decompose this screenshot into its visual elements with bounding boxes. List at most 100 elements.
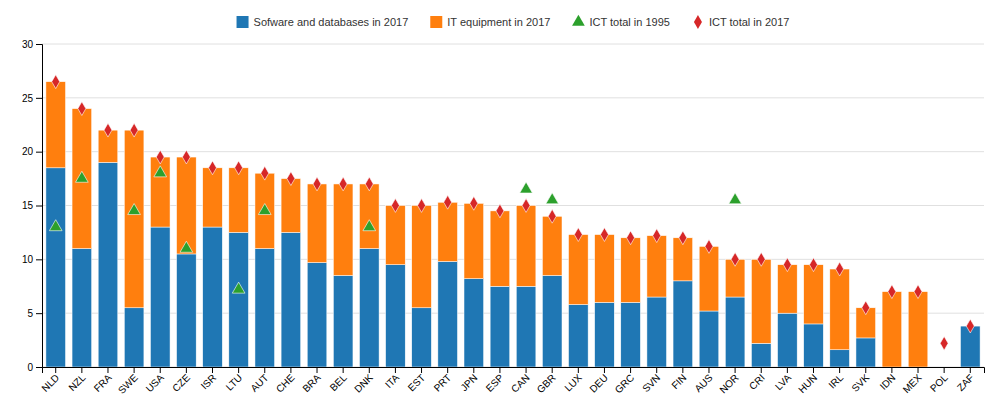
bar <box>647 236 667 297</box>
x-tick: SVK <box>849 367 871 394</box>
x-tick: BRA <box>300 367 323 394</box>
marker <box>731 252 739 266</box>
x-tick-mark <box>395 367 396 373</box>
bar <box>229 168 249 233</box>
y-tick: 30 <box>22 39 42 50</box>
x-tick-mark <box>238 367 239 373</box>
marker <box>104 123 112 137</box>
bar <box>699 246 719 311</box>
x-tick: SVN <box>640 367 662 394</box>
x-tick-mark <box>735 367 736 373</box>
x-tick: GRC <box>613 367 637 395</box>
x-tick: HUN <box>796 367 819 395</box>
x-tick-label: ITA <box>383 372 401 390</box>
legend: Sofware and databases in 2017IT equipmen… <box>237 15 790 29</box>
bar <box>464 279 484 367</box>
bar <box>386 265 406 367</box>
marker <box>444 195 452 209</box>
x-tick: LVA <box>773 367 793 392</box>
y-tick-mark <box>36 259 42 260</box>
grid-line <box>42 97 984 98</box>
x-tick-label: LVA <box>773 372 793 392</box>
x-tick-mark <box>578 367 579 373</box>
legend-swatch <box>572 15 585 26</box>
bar <box>856 338 876 367</box>
legend-label: ICT total in 2017 <box>709 16 790 28</box>
x-tick-mark <box>865 367 866 373</box>
marker <box>627 231 635 245</box>
marker <box>52 75 60 89</box>
bar <box>307 263 327 367</box>
y-tick: 25 <box>22 93 42 104</box>
x-tick-label: GRC <box>613 372 637 396</box>
x-tick-label: GBR <box>535 372 558 395</box>
y-tick-label: 20 <box>22 146 34 157</box>
marker <box>258 204 271 215</box>
y-tick-mark <box>36 98 42 99</box>
x-tick: EST <box>406 367 428 393</box>
grid-line <box>42 44 984 45</box>
legend-item: ICT total in 1995 <box>572 15 670 28</box>
marker <box>810 258 818 272</box>
x-tick-label: ESP <box>484 372 506 394</box>
bar <box>908 292 928 367</box>
x-tick: ZAF <box>955 367 976 393</box>
x-tick-label: NZL <box>66 372 87 393</box>
x-tick-mark <box>604 367 605 373</box>
x-tick: NZL <box>66 367 87 393</box>
bar <box>516 206 536 287</box>
marker <box>836 262 844 276</box>
x-axis: NLDNZLFRASWEUSACZEISRLTUAUTCHEBRABELDNKI… <box>39 367 984 396</box>
x-tick-mark <box>369 367 370 373</box>
y-tick-label: 30 <box>22 39 34 50</box>
marker <box>496 204 504 218</box>
x-tick-mark <box>186 367 187 373</box>
bar <box>542 216 562 275</box>
marker <box>520 182 533 193</box>
x-tick-label: ZAF <box>955 372 976 393</box>
x-tick: FIN <box>669 367 688 391</box>
x-tick-label: SVK <box>849 372 871 394</box>
x-tick: DNK <box>352 367 375 395</box>
x-tick-label: SWE <box>116 372 140 396</box>
marker <box>522 199 530 213</box>
legend-item: Sofware and databases in 2017 <box>237 16 409 28</box>
x-tick-label: BRA <box>300 372 323 395</box>
y-axis-line <box>36 45 43 368</box>
marker <box>339 177 347 191</box>
bar <box>46 168 66 367</box>
marker <box>418 199 426 213</box>
y-tick-mark <box>36 313 42 314</box>
x-tick-label: AUT <box>248 372 270 394</box>
x-tick-label: ISR <box>199 372 219 392</box>
marker <box>49 220 62 231</box>
x-tick-mark <box>81 367 82 373</box>
marker <box>548 209 556 223</box>
legend-swatch <box>237 16 249 28</box>
marker <box>156 150 164 164</box>
marker <box>180 241 193 252</box>
bar <box>281 179 301 233</box>
x-tick-mark <box>656 367 657 373</box>
marker <box>757 252 765 266</box>
x-tick: JPN <box>458 367 479 393</box>
marker <box>130 123 138 137</box>
x-tick-label: FRA <box>92 372 114 394</box>
x-tick-mark <box>526 367 527 373</box>
bar <box>177 254 197 367</box>
bar <box>725 297 745 367</box>
marker <box>313 177 321 191</box>
x-tick-mark <box>839 367 840 373</box>
bar <box>229 232 249 367</box>
bar <box>72 249 92 367</box>
y-tick-label: 25 <box>22 93 34 104</box>
bar <box>412 206 432 308</box>
marker <box>705 240 713 254</box>
bar <box>490 211 510 286</box>
x-tick-label: NOR <box>717 372 741 396</box>
bar-series <box>46 82 928 367</box>
x-tick-mark <box>473 367 474 373</box>
x-tick-label: BEL <box>328 372 349 393</box>
marker <box>365 177 373 191</box>
legend-item: ICT total in 2017 <box>694 15 790 29</box>
